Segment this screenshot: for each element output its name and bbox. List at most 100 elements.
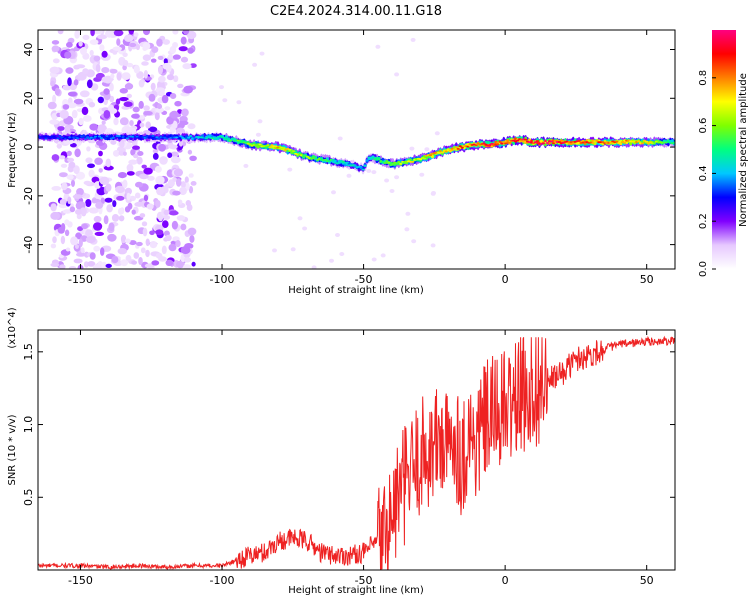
- spectrogram-noise-cell: [120, 259, 128, 267]
- spectrogram-noise-cell: [57, 30, 64, 35]
- spectrogram-noise-cell: [405, 211, 411, 216]
- spectrogram-ridge-cell: [617, 142, 621, 145]
- spectrogram-y-label: Frequency (Hz): [7, 112, 18, 188]
- spectrogram-x-tick-label: -50: [355, 273, 373, 286]
- spectrogram-noise-cell: [129, 120, 134, 126]
- spectrogram-y-ticks: -40 -20 0 20 40: [22, 43, 675, 254]
- spectrogram-noise-cell: [141, 164, 147, 169]
- spectrogram-noise-cell: [81, 223, 88, 230]
- chart-title: C2E4.2024.314.00.11.G18: [270, 4, 442, 19]
- spectrogram-noise-cell: [170, 156, 181, 164]
- spectrogram-noise-cell: [137, 151, 144, 156]
- spectrogram-noise-cell: [222, 98, 228, 103]
- spectrogram-noise-cell: [115, 98, 121, 105]
- spectrogram-noise-cell: [187, 227, 197, 236]
- spectrogram-noise-cell: [50, 80, 55, 87]
- spectrogram-ridge-cell: [107, 135, 111, 137]
- spectrogram-noise-cell: [105, 158, 112, 168]
- spectrogram-ridge-cell: [92, 137, 96, 139]
- spectrogram-noise-cell: [113, 117, 119, 126]
- spectrogram-noise-cell: [165, 259, 174, 266]
- spectrogram-noise-cell: [255, 132, 261, 137]
- spectrogram-noise-cell: [302, 226, 308, 231]
- spectrogram-ridge-cell: [224, 138, 228, 141]
- spectrogram-noise-cell: [68, 161, 76, 169]
- spectrogram-noise-cell: [219, 85, 224, 90]
- spectrogram-noise-cell: [175, 178, 182, 187]
- spectrogram-noise-cell: [51, 186, 62, 191]
- spectrogram-ridge-cell: [312, 157, 316, 160]
- spectrogram-noise-cell: [236, 100, 242, 105]
- spectrogram-noise-cell: [156, 104, 163, 109]
- spectrogram-noise-cell: [139, 173, 149, 180]
- spectrogram-noise-cell: [49, 119, 59, 125]
- spectrogram-noise-cell: [103, 165, 114, 171]
- spectrogram-ridge-cell: [448, 149, 452, 151]
- spectrogram-ridge-cell: [147, 136, 151, 139]
- spectrogram-noise-cell: [138, 79, 145, 88]
- spectrogram-noise-cell: [311, 265, 317, 269]
- spectrogram-noise-cell: [143, 167, 153, 175]
- spectrogram-noise-cell: [138, 115, 146, 120]
- spectrogram-ridge-cell: [187, 136, 191, 139]
- colorbar-tick-label: 0.6: [698, 118, 709, 134]
- spectrogram-noise-cell: [64, 51, 72, 59]
- spectrogram-noise-cell: [394, 72, 400, 77]
- snr-y-label: SNR (10 * v/v): [7, 414, 18, 485]
- spectrogram-noise-cell: [122, 179, 128, 189]
- spectrogram-noise-cell: [189, 155, 197, 161]
- spectrogram-noise-cell: [95, 201, 104, 209]
- spectrogram-noise-cell: [287, 167, 293, 172]
- spectrogram-ridge-cell: [444, 150, 448, 153]
- spectrogram-noise-cell: [131, 209, 136, 215]
- spectrogram-noise-cell: [73, 165, 80, 175]
- spectrogram-ridge-cell: [210, 137, 215, 140]
- spectrogram-noise-cell: [105, 263, 112, 268]
- spectrogram-ridge-cell: [86, 136, 90, 139]
- spectrogram-noise-cell: [136, 241, 143, 247]
- spectrogram-noise-cell: [133, 154, 139, 159]
- spectrogram-noise-cell: [366, 168, 372, 173]
- spectrogram-noise-cell: [134, 192, 141, 199]
- spectrogram-noise-cell: [409, 146, 415, 151]
- spectrogram-noise-cell: [188, 173, 194, 178]
- spectrogram-noise-cell: [143, 194, 149, 202]
- spectrogram-noise-cell: [155, 252, 163, 259]
- spectrogram-noise-cell: [185, 182, 190, 191]
- spectrogram-noise-cell: [170, 151, 179, 157]
- spectrogram-noise-cell: [124, 83, 134, 90]
- spectrogram-noise-cell: [111, 214, 120, 222]
- spectrogram-noise-cell: [424, 147, 430, 152]
- spectrogram-ridge-cell: [327, 160, 331, 162]
- colorbar-tick-label: 0.8: [698, 70, 709, 86]
- spectrogram-noise-cell: [140, 247, 146, 254]
- spectrogram-noise-cell: [141, 221, 148, 227]
- spectrogram-ridge-cell: [331, 159, 335, 161]
- spectrogram-ridge-cell: [395, 162, 399, 165]
- spectrogram-ridge-cell: [222, 137, 226, 139]
- spectrogram-noise-cell: [122, 65, 127, 71]
- spectrogram-ridge-cell: [508, 141, 512, 144]
- spectrogram-noise-cell: [50, 211, 61, 220]
- spectrogram-noise-cell: [149, 230, 155, 236]
- spectrogram-noise-cell: [73, 258, 83, 264]
- spectrogram-ridge-cell: [551, 142, 555, 145]
- spectrogram-noise-cell: [152, 152, 159, 160]
- spectrogram-noise-cell: [144, 263, 155, 268]
- spectrogram-ridge-cell: [419, 158, 423, 161]
- spectrogram-ridge-cell: [609, 141, 613, 144]
- spectrogram-noise-cell: [67, 196, 72, 205]
- spectrogram-ridge-cell: [569, 141, 573, 144]
- spectrogram-y-tick-label: 0: [22, 144, 35, 151]
- spectrogram-noise-cell: [112, 200, 117, 208]
- spectrogram-ridge-cell: [377, 158, 381, 161]
- spectrogram-ridge-cell: [363, 165, 367, 167]
- spectrogram-noise-cell: [178, 140, 184, 147]
- spectrogram-ridge-cell: [292, 150, 296, 152]
- spectrogram-noise-cell: [101, 261, 107, 269]
- spectrogram-ridge-cell: [595, 140, 599, 142]
- spectrogram-noise-cell: [138, 257, 143, 265]
- spectrogram-noise-cell: [243, 163, 249, 168]
- spectrogram-noise-cell: [88, 169, 95, 178]
